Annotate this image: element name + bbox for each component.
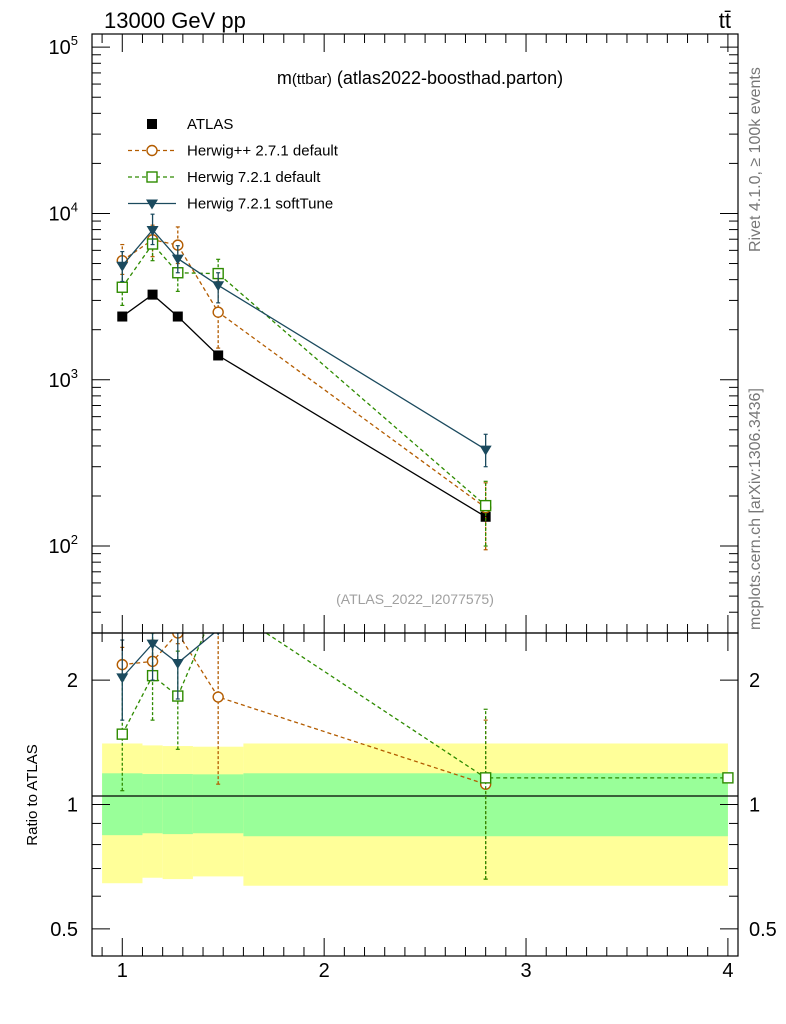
rivet-version-label: Rivet 4.1.0, ≥ 100k events (747, 67, 764, 252)
main-y-tick-label: 103 (49, 366, 78, 392)
ratio-h721_soft-point (146, 639, 159, 650)
legend-h721_default-marker (146, 171, 158, 183)
plot-title-var: (ttbar) (292, 71, 332, 88)
legend: ATLAS Herwig++ 2.7.1 default Herwig 7.2.1 … (128, 116, 339, 213)
main-h721_default-point (479, 499, 492, 512)
ratio-ylabel: Ratio to ATLAS (24, 744, 41, 845)
main-herwigpp-point (212, 306, 224, 318)
plot-title-tag: (atlas2022-boosthad.parton) (332, 68, 563, 88)
ratio-x-tick-label: 2 (319, 960, 330, 982)
main-y-tick-label: 105 (49, 33, 78, 59)
main-h721_soft-point (212, 281, 225, 292)
main-y-tick-label: 104 (49, 199, 78, 225)
analysis-id-label: (ATLAS_2022_I2077575) (336, 591, 494, 607)
ratio-h721_default-line (121, 633, 728, 779)
ratio-h721_soft-line (121, 633, 216, 678)
main-h721_soft-point (146, 226, 159, 237)
plot-title-m: m (277, 68, 292, 88)
ratio-herwigpp-point (212, 691, 224, 703)
main-h721_soft-point (479, 445, 492, 456)
legend-herwigpp-marker (146, 144, 158, 157)
ratio-x-tick-label: 4 (722, 960, 733, 982)
main-atlas-point (172, 311, 183, 322)
ratio-y-tick-label-right: 0.5 (749, 919, 777, 941)
legend-item-h721_soft: Herwig 7.2.1 softTune (128, 196, 333, 213)
ratio-h721_soft-point (171, 658, 184, 669)
main-h721_soft-point (171, 254, 184, 265)
legend-item-h721_default: Herwig 7.2.1 default (128, 169, 321, 186)
process-label: tt̄ (719, 8, 731, 33)
ratio-panel: 0.5 0.5 1 1 2 2 1 2 3 4 (50, 596, 777, 982)
legend-h721_soft-marker (146, 199, 158, 210)
ratio-y-tick-label-right: 2 (749, 670, 760, 692)
ratio-h721_soft-point (216, 633, 220, 636)
legend-herwigpp-label: Herwig++ 2.7.1 default (187, 143, 339, 160)
mcplots-label: mcplots.cern.ch [arXiv:1306.3436] (747, 388, 764, 630)
legend-atlas-label: ATLAS (187, 116, 233, 133)
energy-label: 13000 GeV pp (104, 8, 246, 33)
ratio-h721_default-point (479, 772, 492, 784)
plot-title: m(ttbar) (atlas2022-boosthad.parton) (277, 68, 563, 88)
legend-h721_soft-label: Herwig 7.2.1 softTune (187, 196, 333, 213)
main-h721_soft-point (116, 261, 129, 272)
legend-h721_default-label: Herwig 7.2.1 default (187, 169, 321, 186)
ratio-x-tick-label: 3 (520, 960, 531, 982)
main-atlas-point (147, 289, 158, 300)
main-y-tick-label: 102 (49, 532, 78, 558)
main-herwigpp-line (121, 239, 487, 509)
ratio-h721_default-point (116, 728, 128, 740)
main-atlas-point (117, 311, 128, 322)
legend-item-herwigpp: Herwig++ 2.7.1 default (128, 143, 339, 160)
ratio-x-tick-label: 1 (117, 960, 128, 982)
ratio-h721_default-point (722, 772, 734, 784)
main-atlas-point (213, 350, 224, 361)
main-h721_default-point (116, 281, 128, 293)
main-atlas-line (121, 293, 487, 518)
legend-item-atlas: ATLAS (147, 116, 233, 133)
legend-atlas-marker (147, 119, 157, 129)
main-panel: 102 103 104 105 (49, 33, 739, 634)
ratio-y-tick-label-left: 0.5 (50, 919, 78, 941)
ratio-h721_soft-point (116, 673, 129, 684)
ratio-y-tick-label-right: 1 (749, 795, 760, 817)
ratio-h721_default-point (213, 596, 223, 606)
ratio-band-inner (162, 774, 193, 835)
ratio-y-tick-label-left: 1 (67, 795, 78, 817)
ratio-y-tick-label-left: 2 (67, 670, 78, 692)
ratio-band-inner (142, 774, 163, 834)
ratio-frame (91, 632, 739, 957)
